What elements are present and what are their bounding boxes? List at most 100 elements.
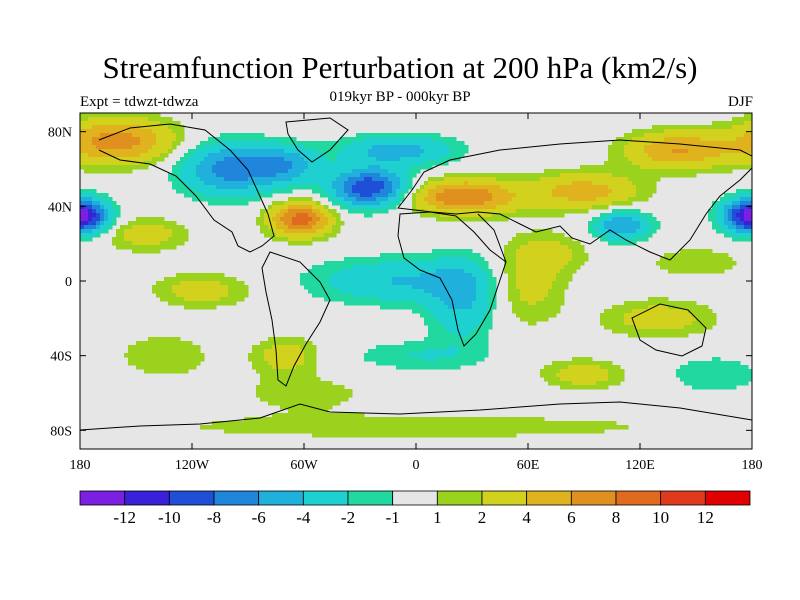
contour-cell	[636, 213, 641, 218]
contour-cell	[424, 269, 429, 274]
contour-cell	[716, 269, 721, 274]
contour-cell	[388, 349, 393, 354]
contour-cell	[552, 277, 557, 282]
contour-cell	[692, 325, 697, 330]
contour-cell	[204, 289, 209, 294]
contour-cell	[736, 193, 741, 198]
contour-cell	[444, 189, 449, 194]
contour-cell	[480, 173, 485, 178]
contour-cell	[536, 289, 541, 294]
contour-cell	[176, 285, 181, 290]
contour-cell	[616, 313, 621, 318]
contour-cell	[192, 173, 197, 178]
contour-cell	[568, 257, 573, 262]
contour-cell	[512, 185, 517, 190]
contour-cell	[520, 209, 525, 214]
contour-cell	[168, 357, 173, 362]
contour-cell	[588, 193, 593, 198]
contour-cell	[380, 297, 385, 302]
contour-cell	[600, 193, 605, 198]
contour-cell	[720, 169, 725, 174]
contour-cell	[324, 185, 329, 190]
contour-cell	[332, 273, 337, 278]
contour-cell	[680, 133, 685, 138]
contour-cell	[168, 245, 173, 250]
contour-cell	[140, 137, 145, 142]
contour-cell	[724, 209, 729, 214]
contour-cell	[620, 321, 625, 326]
contour-cell	[680, 129, 685, 134]
contour-cell	[132, 141, 137, 146]
contour-cell	[212, 161, 217, 166]
contour-cell	[272, 181, 277, 186]
contour-cell	[560, 237, 565, 242]
contour-cell	[556, 249, 561, 254]
contour-cell	[532, 245, 537, 250]
contour-cell	[160, 225, 165, 230]
contour-cell	[232, 301, 237, 306]
contour-cell	[572, 205, 577, 210]
contour-cell	[520, 253, 525, 258]
contour-cell	[168, 137, 173, 142]
contour-cell	[376, 301, 381, 306]
contour-cell	[144, 341, 149, 346]
contour-cell	[156, 249, 161, 254]
contour-cell	[292, 181, 297, 186]
contour-cell	[160, 217, 165, 222]
contour-cell	[364, 145, 369, 150]
contour-cell	[228, 169, 233, 174]
contour-cell	[532, 277, 537, 282]
contour-cell	[356, 281, 361, 286]
contour-cell	[276, 353, 281, 358]
contour-cell	[176, 125, 181, 130]
contour-cell	[608, 217, 613, 222]
contour-cell	[176, 237, 181, 242]
contour-cell	[676, 321, 681, 326]
contour-cell	[308, 141, 313, 146]
contour-cell	[724, 165, 729, 170]
contour-cell	[684, 165, 689, 170]
contour-cell	[292, 157, 297, 162]
contour-cell	[436, 137, 441, 142]
contour-cell	[180, 345, 185, 350]
contour-cell	[676, 149, 681, 154]
contour-cell	[124, 241, 129, 246]
contour-cell	[300, 241, 305, 246]
contour-cell	[632, 317, 637, 322]
contour-cell	[260, 161, 265, 166]
contour-cell	[424, 153, 429, 158]
contour-cell	[96, 165, 101, 170]
contour-cell	[508, 261, 513, 266]
contour-cell	[180, 129, 185, 134]
contour-cell	[680, 249, 685, 254]
contour-cell	[732, 161, 737, 166]
contour-cell	[496, 173, 501, 178]
contour-cell	[436, 325, 441, 330]
contour-cell	[128, 349, 133, 354]
contour-cell	[404, 173, 409, 178]
contour-cell	[544, 169, 549, 174]
contour-cell	[520, 189, 525, 194]
contour-cell	[692, 305, 697, 310]
contour-cell	[400, 349, 405, 354]
contour-cell	[180, 233, 185, 238]
contour-cell	[664, 157, 669, 162]
contour-cell	[288, 141, 293, 146]
contour-cell	[184, 345, 189, 350]
contour-cell	[636, 321, 641, 326]
contour-cell	[712, 269, 717, 274]
contour-cell	[264, 181, 269, 186]
contour-cell	[520, 317, 525, 322]
contour-cell	[324, 165, 329, 170]
contour-cell	[80, 233, 85, 238]
contour-cell	[348, 261, 353, 266]
contour-cell	[352, 137, 357, 142]
contour-cell	[348, 145, 353, 150]
contour-cell	[628, 145, 633, 150]
contour-cell	[152, 113, 157, 118]
contour-cell	[544, 261, 549, 266]
contour-cell	[552, 181, 557, 186]
contour-cell	[660, 161, 665, 166]
contour-cell	[436, 257, 441, 262]
contour-cell	[144, 117, 149, 122]
